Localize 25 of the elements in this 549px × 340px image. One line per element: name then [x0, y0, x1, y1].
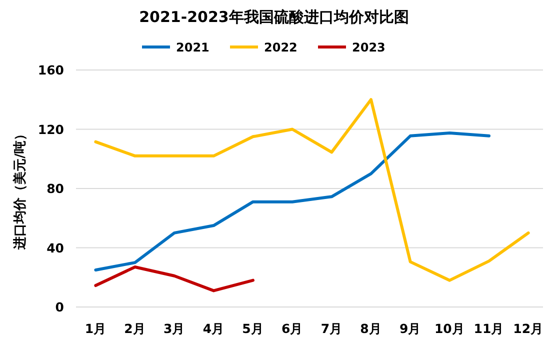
x-tick-label: 12月: [513, 321, 544, 336]
x-tick-label: 3月: [163, 321, 186, 336]
x-tick-label: 6月: [281, 321, 304, 336]
y-tick-label: 160: [38, 62, 64, 78]
chart-title: 2021-2023年我国硫酸进口均价对比图: [139, 8, 409, 26]
x-tick-label: 2月: [124, 321, 146, 336]
legend-label: 2021: [176, 40, 210, 54]
y-tick-label: 40: [46, 240, 64, 256]
y-tick-label: 80: [46, 181, 64, 196]
x-tick-label: 9月: [399, 321, 422, 336]
x-tick-label: 7月: [320, 321, 343, 336]
y-tick-label: 120: [38, 122, 64, 137]
x-tick-label: 8月: [360, 321, 382, 336]
x-tick-label: 4月: [202, 321, 225, 336]
line-series: [94, 266, 254, 292]
legend-label: 2023: [352, 40, 386, 54]
y-tick-label: 0: [55, 300, 64, 314]
x-tick-label: 1月: [84, 321, 107, 336]
line-series: [94, 131, 490, 272]
x-tick-label: 5月: [242, 321, 264, 336]
legend-label: 2022: [264, 40, 298, 54]
x-tick-label: 10月: [434, 321, 465, 336]
y-axis-title: 进口均价（美元/吨）: [12, 128, 28, 250]
x-tick-label: 11月: [474, 321, 504, 336]
line-series: [94, 98, 530, 282]
